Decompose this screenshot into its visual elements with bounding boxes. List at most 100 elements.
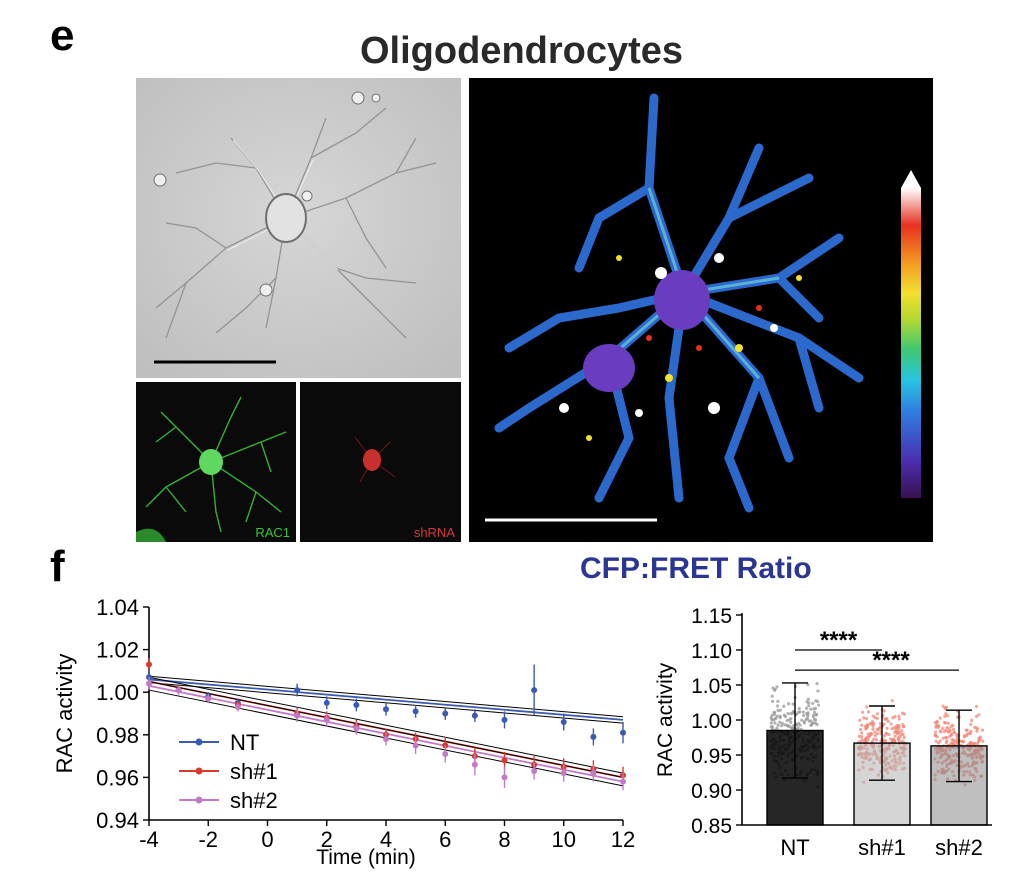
dot	[933, 730, 938, 734]
dot	[888, 737, 893, 741]
series-sh#2	[146, 677, 626, 791]
dot	[776, 723, 780, 727]
dot	[816, 703, 821, 707]
dot	[866, 710, 871, 714]
y-tick-label: 1.05	[691, 675, 732, 698]
dot	[770, 694, 774, 698]
dot	[941, 736, 945, 740]
dot	[863, 724, 867, 728]
dot	[902, 712, 907, 716]
y-tick-label: 1.15	[691, 605, 732, 628]
data-point	[531, 687, 538, 694]
dot	[786, 712, 790, 716]
dot	[974, 704, 979, 709]
dot	[871, 727, 875, 731]
dot	[892, 738, 896, 742]
dot	[897, 714, 901, 718]
dot	[806, 712, 810, 717]
panel-e-letter: e	[50, 11, 75, 60]
dot	[868, 721, 873, 726]
dot	[872, 737, 876, 741]
data-point	[412, 742, 419, 749]
dot	[980, 728, 985, 732]
dot	[964, 728, 968, 732]
dot	[811, 721, 815, 725]
dot	[776, 699, 780, 703]
dot	[890, 699, 894, 703]
data-point	[471, 712, 478, 719]
dot	[968, 731, 972, 735]
dot	[969, 722, 973, 726]
dot	[859, 734, 864, 739]
data-point	[620, 729, 626, 736]
dot	[878, 725, 882, 729]
dot	[893, 734, 897, 738]
y-tick-label: 0.90	[691, 780, 732, 803]
dot	[789, 720, 793, 725]
dot	[769, 721, 773, 725]
dot	[933, 733, 937, 737]
data-point	[560, 770, 567, 777]
data-point	[294, 687, 301, 694]
dot	[788, 725, 792, 729]
dot	[783, 714, 788, 719]
dot	[875, 716, 879, 720]
dot	[801, 710, 805, 714]
dot	[897, 723, 901, 728]
dot	[786, 702, 791, 706]
y-tick-label: 0.94	[96, 808, 139, 833]
dot	[944, 712, 948, 716]
fret-ratio-image	[469, 78, 933, 542]
y-tick-label: 1.00	[691, 710, 732, 733]
data-point	[175, 687, 182, 694]
dot	[791, 711, 795, 715]
dot	[981, 739, 985, 743]
legend-marker	[195, 767, 203, 775]
dot	[975, 729, 979, 733]
dot	[889, 722, 893, 726]
dot	[899, 732, 904, 736]
y-tick-label: 1.04	[96, 595, 139, 620]
rac1-image: RAC1	[136, 382, 296, 542]
dot	[811, 715, 816, 719]
dot	[948, 734, 952, 739]
legend-label: sh#1	[230, 759, 278, 784]
dot	[893, 730, 897, 734]
dot	[859, 727, 863, 732]
dot	[791, 702, 795, 706]
x-axis-label: Time (min)	[316, 846, 416, 869]
data-point	[146, 674, 152, 681]
data-point	[353, 725, 360, 732]
dot	[811, 701, 815, 706]
dot	[973, 741, 977, 746]
dot	[941, 704, 945, 708]
fret-ratio-title: CFP:FRET Ratio	[580, 552, 812, 585]
data-point	[501, 716, 508, 723]
dot	[955, 737, 959, 741]
dot	[798, 710, 802, 714]
data-point	[146, 661, 152, 668]
shrna-label: shRNA	[413, 525, 455, 540]
dot	[946, 714, 950, 718]
dot	[868, 734, 872, 738]
dot	[771, 718, 775, 722]
dot	[812, 710, 817, 714]
dot	[773, 721, 777, 725]
dot	[857, 734, 861, 739]
dot	[785, 719, 789, 723]
dot	[902, 735, 906, 740]
dot	[946, 721, 950, 725]
legend: NT sh#1 sh#2	[179, 730, 278, 813]
ci-upper	[148, 676, 624, 774]
dot	[946, 729, 951, 734]
dot	[951, 723, 955, 727]
panel-f-letter: f	[50, 542, 65, 591]
dot	[873, 730, 877, 734]
dot	[798, 723, 802, 727]
data-point	[620, 778, 626, 785]
dot	[897, 727, 901, 731]
data-point	[383, 736, 389, 743]
dot	[778, 708, 782, 712]
data-point	[590, 770, 597, 777]
dot	[883, 717, 887, 721]
